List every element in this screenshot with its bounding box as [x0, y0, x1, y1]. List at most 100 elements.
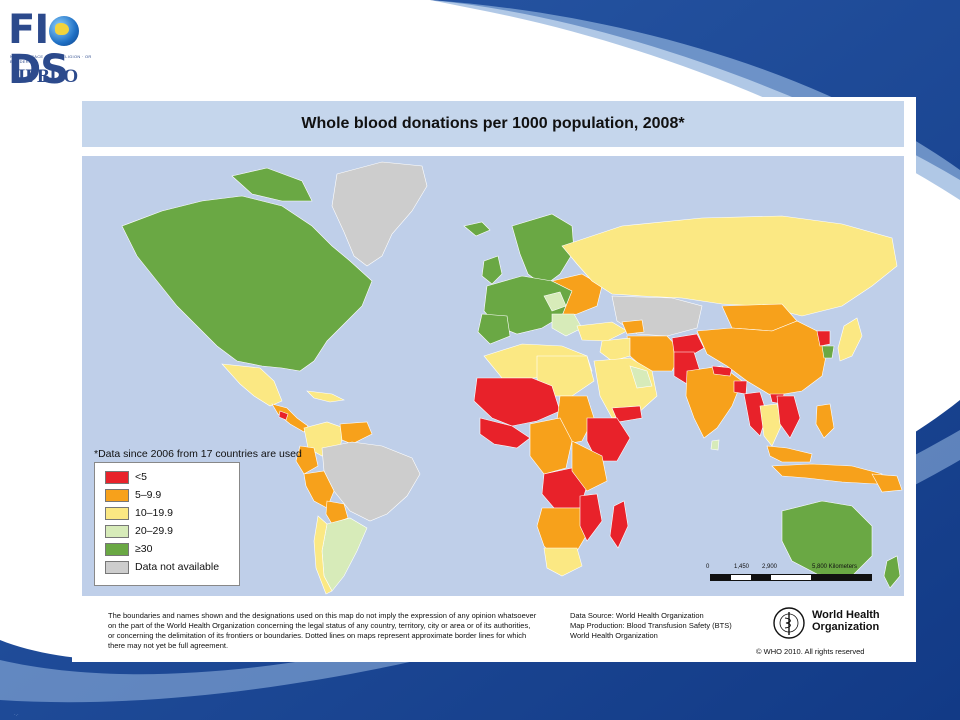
region-balkans — [551, 313, 583, 337]
legend-item-ge30: ≥30 — [105, 541, 152, 557]
disclaimer-line: on the part of the World Health Organiza… — [108, 621, 531, 630]
map-figure: Whole blood donations per 1000 populatio… — [72, 97, 916, 662]
who-name: World Health Organization — [812, 609, 880, 633]
corner-mark: ·.· — [14, 712, 19, 718]
logo-text-right: DS — [8, 47, 69, 93]
legend-label-20-29: 20–29.9 — [135, 525, 173, 537]
scale-tick-2: 2,900 — [762, 564, 778, 570]
region-caucasus — [621, 319, 645, 335]
region-iraq-syria — [599, 337, 631, 362]
scale-tick-3: 5,800 Kilometers — [812, 564, 858, 570]
region-south-america-north — [339, 421, 373, 445]
source-line: World Health Organization — [570, 631, 658, 640]
region-turkey — [576, 321, 628, 342]
region-canada-islands — [231, 167, 313, 202]
source-line: Map Production: Blood Transfusion Safety… — [570, 621, 732, 630]
region-nepal — [711, 365, 733, 377]
logo-wordmark: FIDS — [8, 10, 108, 90]
region-japan — [837, 317, 863, 362]
who-emblem-icon — [773, 607, 805, 639]
region-gulf — [629, 365, 653, 389]
region-europe-east — [551, 273, 603, 317]
region-scandinavia — [511, 213, 575, 287]
legend-item-10-19: 10–19.9 — [105, 505, 173, 521]
globe-icon — [49, 16, 80, 46]
scale-segment — [811, 575, 871, 580]
scale-tick-0: 0 — [706, 564, 710, 570]
legend-swatch-lt5 — [105, 470, 129, 484]
region-malaysia — [766, 445, 813, 463]
logo-text-left: FI — [8, 7, 49, 53]
world-map-svg — [121, 161, 903, 595]
region-east-africa — [571, 440, 608, 492]
region-caribbean — [306, 390, 345, 403]
region-uk — [481, 255, 503, 285]
legend-label-5-9: 5–9.9 — [135, 489, 162, 501]
legend-swatch-10-19 — [105, 506, 129, 520]
disclaimer: The boundaries and names shown and the d… — [108, 611, 548, 651]
source-line: Data Source: World Health Organization — [570, 611, 704, 620]
map-footer: The boundaries and names shown and the d… — [82, 602, 904, 660]
region-europe-central — [543, 291, 567, 312]
legend-label-na: Data not available — [135, 561, 220, 573]
scale-segment — [711, 575, 731, 580]
region-madagascar — [609, 500, 629, 549]
copyright: © WHO 2010. All rights reserved — [756, 647, 865, 656]
region-korea-south — [821, 345, 835, 359]
region-sahel — [473, 377, 561, 427]
legend-item-na: Data not available — [105, 559, 219, 575]
who-name-line2: Organization — [812, 621, 880, 633]
region-png — [871, 473, 903, 493]
region-korea-north — [816, 330, 831, 347]
legend-swatch-5-9 — [105, 488, 129, 502]
logo-subtitle: IFBDO — [18, 66, 79, 87]
region-bangladesh — [733, 380, 748, 395]
region-iberia — [477, 313, 511, 345]
region-north-america — [121, 195, 373, 372]
scale-segment — [751, 575, 771, 580]
data-source: Data Source: World Health Organization M… — [570, 611, 770, 641]
region-thailand — [759, 403, 783, 447]
scale-tick-1: 1,450 — [734, 564, 750, 570]
region-greenland — [331, 161, 428, 267]
legend-item-lt5: <5 — [105, 469, 147, 485]
map-title: Whole blood donations per 1000 populatio… — [301, 115, 685, 132]
legend-swatch-na — [105, 560, 129, 574]
world-map: *Data since 2006 from 17 countries are u… — [82, 156, 904, 596]
legend-label-10-19: 10–19.9 — [135, 507, 173, 519]
legend-swatch-ge30 — [105, 542, 129, 556]
disclaimer-line: The boundaries and names shown and the d… — [108, 611, 537, 620]
region-south-africa — [543, 547, 583, 577]
region-indochina — [776, 395, 801, 439]
region-philippines — [815, 403, 835, 439]
scale-bar: 0 1,450 2,900 5,800 Kilometers — [702, 564, 872, 594]
region-mexico — [221, 363, 283, 407]
region-iceland — [463, 221, 491, 237]
legend-note: *Data since 2006 from 17 countries are u… — [94, 448, 302, 460]
region-central-africa — [529, 417, 573, 475]
region-west-africa-coast — [479, 417, 531, 449]
region-south-america-chile — [313, 515, 333, 595]
region-sri-lanka — [710, 439, 720, 451]
map-title-bar: Whole blood donations per 1000 populatio… — [82, 101, 904, 147]
who-name-line1: World Health — [812, 609, 880, 621]
region-central-america-red — [278, 410, 289, 421]
region-mozambique — [579, 493, 603, 542]
region-india — [685, 365, 743, 439]
region-russia — [561, 215, 898, 317]
legend: <5 5–9.9 10–19.9 20–29.9 ≥30 Data not av… — [94, 462, 240, 586]
scale-bar-track — [710, 574, 872, 581]
region-china — [696, 320, 828, 397]
region-australia — [781, 500, 873, 577]
region-indonesia — [771, 463, 883, 485]
region-south-america-south — [321, 517, 368, 592]
region-south-america-ecuador — [295, 445, 319, 475]
disclaimer-line: or concerning the delimitation of its fr… — [108, 631, 527, 640]
legend-label-ge30: ≥30 — [135, 543, 153, 555]
legend-item-5-9: 5–9.9 — [105, 487, 161, 503]
legend-item-20-29: 20–29.9 — [105, 523, 173, 539]
logo-tagline: NEITHER RACE · NOR RELIGION · OR BORDERS — [10, 54, 92, 64]
region-new-zealand — [883, 555, 901, 589]
region-central-america — [271, 403, 309, 433]
region-horn — [586, 417, 631, 462]
